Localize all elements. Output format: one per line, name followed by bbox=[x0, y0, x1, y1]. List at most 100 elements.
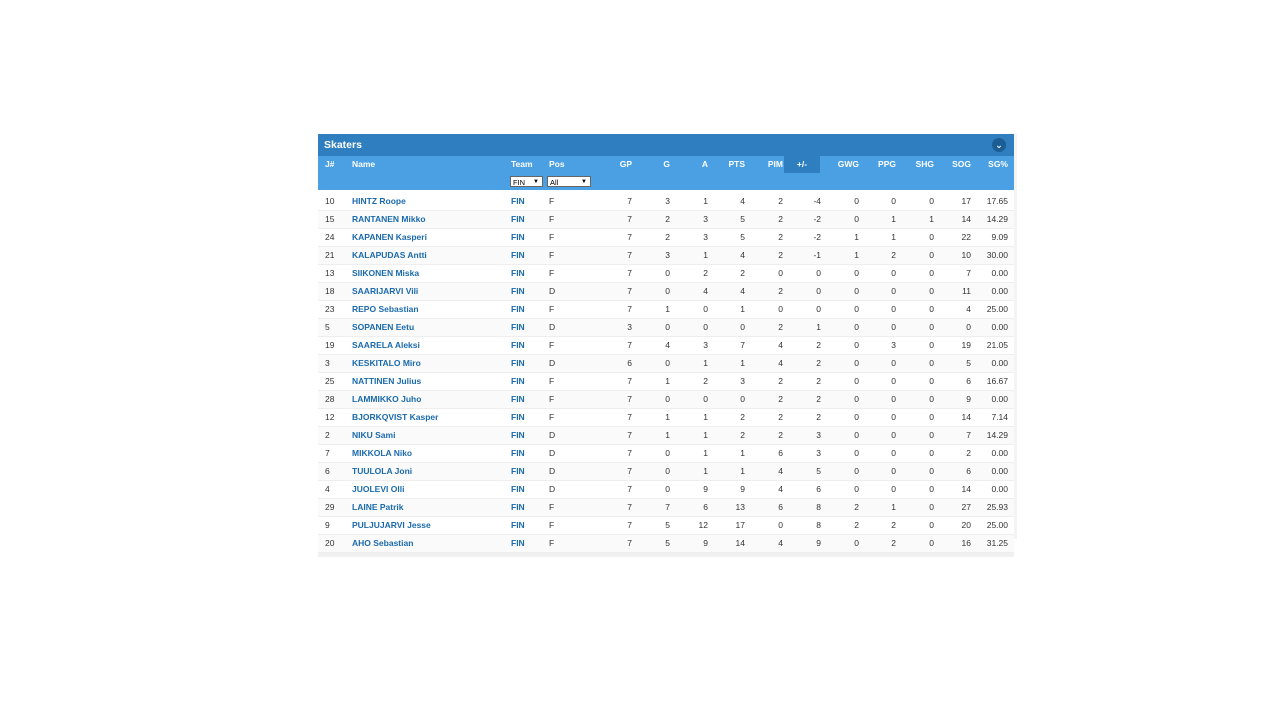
player-name-link[interactable]: RANTANEN Mikko bbox=[352, 214, 426, 224]
player-name-link[interactable]: AHO Sebastian bbox=[352, 538, 414, 548]
header-pim[interactable]: PIM bbox=[767, 159, 783, 169]
team-link[interactable]: FIN bbox=[511, 538, 525, 548]
team-filter-value: FIN bbox=[513, 178, 526, 187]
cell-gwg: 2 bbox=[854, 502, 859, 512]
cell-sg-percent: 16.67 bbox=[986, 376, 1008, 386]
chevron-down-icon[interactable]: ⌄ bbox=[992, 138, 1006, 152]
player-name-link[interactable]: KALAPUDAS Antti bbox=[352, 250, 427, 260]
cell-g: 1 bbox=[665, 412, 670, 422]
table-row: 6 TUULOLA Joni FIN D 7 0 1 1 4 5 0 0 0 6 0.00 bbox=[318, 463, 1014, 481]
cell-ppg: 0 bbox=[891, 430, 896, 440]
cell-jersey: 28 bbox=[325, 394, 335, 404]
cell-sg-percent: 14.29 bbox=[986, 214, 1008, 224]
team-link[interactable]: FIN bbox=[511, 394, 525, 404]
team-link[interactable]: FIN bbox=[511, 322, 525, 332]
header-shg[interactable]: SHG bbox=[915, 159, 934, 169]
player-name-link[interactable]: SOPANEN Eetu bbox=[352, 322, 415, 332]
team-link[interactable]: FIN bbox=[511, 268, 525, 278]
team-link[interactable]: FIN bbox=[511, 358, 525, 368]
player-name-link[interactable]: PULJUJARVI Jesse bbox=[352, 520, 431, 530]
team-link[interactable]: FIN bbox=[511, 466, 525, 476]
cell-gwg: 1 bbox=[854, 250, 859, 260]
pos-filter-select[interactable]: All ▼ bbox=[547, 176, 591, 187]
cell-sg-percent: 0.00 bbox=[991, 484, 1008, 494]
player-name-link[interactable]: NATTINEN Julius bbox=[352, 376, 422, 386]
team-link[interactable]: FIN bbox=[511, 376, 525, 386]
team-link[interactable]: FIN bbox=[511, 340, 525, 350]
player-name-link[interactable]: LAMMIKKO Juho bbox=[352, 394, 422, 404]
header-pos[interactable]: Pos bbox=[549, 159, 565, 169]
cell-pos: F bbox=[549, 232, 555, 242]
player-name-link[interactable]: MIKKOLA Niko bbox=[352, 448, 413, 458]
team-link[interactable]: FIN bbox=[511, 232, 525, 242]
player-name-link[interactable]: TUULOLA Joni bbox=[352, 466, 413, 476]
cell-plus-minus: 0 bbox=[816, 286, 821, 296]
header-gp[interactable]: GP bbox=[619, 159, 632, 169]
player-name-link[interactable]: BJORKQVIST Kasper bbox=[352, 412, 439, 422]
team-link[interactable]: FIN bbox=[511, 214, 525, 224]
cell-sog: 14 bbox=[961, 484, 971, 494]
cell-pos: D bbox=[549, 448, 556, 458]
team-link[interactable]: FIN bbox=[511, 196, 525, 206]
cell-g: 1 bbox=[665, 376, 670, 386]
header-a[interactable]: A bbox=[701, 159, 708, 169]
cell-ppg: 0 bbox=[891, 394, 896, 404]
header-team[interactable]: Team bbox=[511, 159, 533, 169]
cell-plus-minus: 0 bbox=[816, 268, 821, 278]
cell-shg: 0 bbox=[929, 268, 934, 278]
header-g[interactable]: G bbox=[663, 159, 670, 169]
cell-g: 0 bbox=[665, 322, 670, 332]
header-plus-minus[interactable]: +/- bbox=[784, 156, 820, 173]
header-gwg[interactable]: GWG bbox=[837, 159, 859, 169]
cell-pos: D bbox=[549, 286, 556, 296]
team-filter-select[interactable]: FIN ▼ bbox=[510, 176, 543, 187]
header-sg-percent[interactable]: SG% bbox=[988, 159, 1008, 169]
team-link[interactable]: FIN bbox=[511, 286, 525, 296]
cell-ppg: 2 bbox=[891, 520, 896, 530]
player-name-link[interactable]: KAPANEN Kasperi bbox=[352, 232, 427, 242]
team-link[interactable]: FIN bbox=[511, 412, 525, 422]
header-name[interactable]: Name bbox=[352, 159, 376, 169]
player-name-link[interactable]: KESKITALO Miro bbox=[352, 358, 421, 368]
team-link[interactable]: FIN bbox=[511, 430, 525, 440]
table-row: 12 BJORKQVIST Kasper FIN F 7 1 1 2 2 2 0 0 0 14 7.14 bbox=[318, 409, 1014, 427]
cell-pim: 4 bbox=[778, 340, 783, 350]
player-name-link[interactable]: LAINE Patrik bbox=[352, 502, 404, 512]
cell-pts: 14 bbox=[735, 538, 745, 548]
cell-plus-minus: 1 bbox=[816, 322, 821, 332]
player-name-link[interactable]: SAARIJARVI Vili bbox=[352, 286, 419, 296]
cell-shg: 0 bbox=[929, 286, 934, 296]
cell-gp: 7 bbox=[627, 520, 632, 530]
cell-sg-percent: 0.00 bbox=[991, 268, 1008, 278]
header-ppg[interactable]: PPG bbox=[878, 159, 896, 169]
table-body: 10 HINTZ Roope FIN F 7 3 1 4 2 -4 0 0 0 17 17.65 15 RANT… bbox=[318, 190, 1014, 553]
team-link[interactable]: FIN bbox=[511, 448, 525, 458]
cell-gp: 7 bbox=[627, 412, 632, 422]
cell-jersey: 10 bbox=[325, 196, 335, 206]
cell-pts: 2 bbox=[740, 430, 745, 440]
header-jersey[interactable]: J# bbox=[325, 159, 335, 169]
header-sog[interactable]: SOG bbox=[952, 159, 971, 169]
team-link[interactable]: FIN bbox=[511, 250, 525, 260]
team-link[interactable]: FIN bbox=[511, 520, 525, 530]
cell-sg-percent: 0.00 bbox=[991, 448, 1008, 458]
player-name-link[interactable]: SIIKONEN Miska bbox=[352, 268, 420, 278]
cell-sog: 22 bbox=[961, 232, 971, 242]
table-row: 19 SAARELA Aleksi FIN F 7 4 3 7 4 2 0 3 0 19 21.05 bbox=[318, 337, 1014, 355]
header-pts[interactable]: PTS bbox=[728, 159, 745, 169]
team-link[interactable]: FIN bbox=[511, 484, 525, 494]
cell-g: 0 bbox=[665, 358, 670, 368]
player-name-link[interactable]: SAARELA Aleksi bbox=[352, 340, 420, 350]
team-link[interactable]: FIN bbox=[511, 304, 525, 314]
cell-pts: 4 bbox=[740, 286, 745, 296]
player-name-link[interactable]: JUOLEVI Olli bbox=[352, 484, 405, 494]
player-name-link[interactable]: HINTZ Roope bbox=[352, 196, 406, 206]
team-link[interactable]: FIN bbox=[511, 502, 525, 512]
cell-gp: 7 bbox=[627, 538, 632, 548]
cell-plus-minus: 6 bbox=[816, 484, 821, 494]
cell-g: 3 bbox=[665, 196, 670, 206]
cell-plus-minus: 2 bbox=[816, 340, 821, 350]
player-name-link[interactable]: REPO Sebastian bbox=[352, 304, 419, 314]
cell-ppg: 0 bbox=[891, 196, 896, 206]
player-name-link[interactable]: NIKU Sami bbox=[352, 430, 396, 440]
